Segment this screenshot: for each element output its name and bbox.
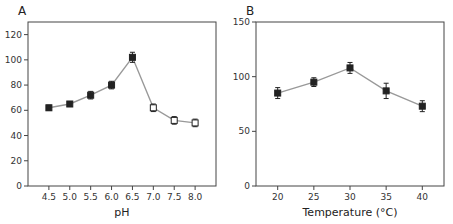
error-bar xyxy=(420,101,425,112)
x-tick xyxy=(174,186,175,190)
x-tick xyxy=(313,186,314,190)
x-tick xyxy=(48,186,49,190)
panel: 20 25 30 35 40 0 50 100 150 Temperature (°C) B xyxy=(233,4,444,219)
x-axis-label: Temperature (°C) xyxy=(302,206,398,219)
data-point xyxy=(150,105,156,111)
data-point xyxy=(419,103,425,109)
x-tick-label: 35 xyxy=(380,192,391,202)
y-tick-label: 0 xyxy=(244,181,250,191)
y-tick xyxy=(252,186,256,187)
data-point xyxy=(311,79,317,85)
x-tick-label: 20 xyxy=(272,192,284,202)
x-tick-label: 4.5 xyxy=(42,192,56,202)
y-tick-label: 40 xyxy=(11,131,23,141)
x-tick xyxy=(69,186,70,190)
x-tick xyxy=(195,186,196,190)
x-tick xyxy=(132,186,133,190)
y-tick xyxy=(24,34,28,35)
y-tick-label: 20 xyxy=(11,156,23,166)
x-tick-label: 8.0 xyxy=(188,192,203,202)
y-tick xyxy=(252,22,256,23)
y-tick-label: 60 xyxy=(11,105,23,115)
plot-frame xyxy=(28,22,216,186)
data-point xyxy=(129,54,135,60)
y-tick xyxy=(24,135,28,136)
y-tick-label: 0 xyxy=(16,181,22,191)
x-tick-label: 40 xyxy=(417,192,429,202)
x-tick xyxy=(350,186,351,190)
error-bar xyxy=(275,88,280,99)
y-tick xyxy=(252,131,256,132)
x-tick xyxy=(386,186,387,190)
x-tick-label: 7.5 xyxy=(167,192,181,202)
error-bar xyxy=(88,91,93,99)
y-tick-label: 50 xyxy=(239,126,251,136)
x-tick-label: 6.5 xyxy=(125,192,139,202)
panel: 4.5 5.0 5.5 6.0 6.5 7.0 7.5 8.0 0 20 40 60 80 100 120 p… xyxy=(5,4,216,219)
x-tick xyxy=(277,186,278,190)
y-tick-label: 150 xyxy=(233,17,250,27)
y-tick xyxy=(24,186,28,187)
x-axis-label: pH xyxy=(114,206,129,219)
x-tick-label: 7.0 xyxy=(146,192,161,202)
error-bar xyxy=(109,81,114,89)
error-bar xyxy=(172,117,177,125)
data-point xyxy=(347,65,353,71)
y-tick xyxy=(252,76,256,77)
y-tick xyxy=(24,85,28,86)
panel-label: B xyxy=(246,4,254,18)
error-bar xyxy=(193,119,198,127)
plot-area xyxy=(46,52,198,126)
x-tick xyxy=(422,186,423,190)
data-point xyxy=(109,82,115,88)
data-point xyxy=(88,92,94,98)
error-bar xyxy=(348,62,353,73)
data-point xyxy=(46,105,52,111)
y-tick-label: 120 xyxy=(5,30,22,40)
x-tick-label: 25 xyxy=(308,192,319,202)
error-bar xyxy=(384,83,389,98)
error-bar xyxy=(151,104,156,112)
error-bar xyxy=(311,78,316,87)
x-tick-label: 5.0 xyxy=(63,192,78,202)
x-tick-label: 30 xyxy=(344,192,356,202)
plot-frame xyxy=(256,22,444,186)
error-bar xyxy=(130,52,135,62)
y-tick xyxy=(24,160,28,161)
x-tick xyxy=(111,186,112,190)
series-line xyxy=(49,57,195,123)
data-point xyxy=(192,120,198,126)
y-tick-label: 100 xyxy=(233,72,250,82)
x-tick-label: 6.0 xyxy=(104,192,119,202)
x-tick xyxy=(153,186,154,190)
error-bar xyxy=(67,101,72,106)
data-point xyxy=(275,90,281,96)
y-tick-label: 80 xyxy=(11,80,23,90)
y-tick xyxy=(24,59,28,60)
data-point xyxy=(67,101,73,107)
plot-area xyxy=(275,62,426,111)
x-tick xyxy=(90,186,91,190)
x-tick-label: 5.5 xyxy=(84,192,98,202)
error-bar xyxy=(46,105,51,110)
panel-label: A xyxy=(18,4,27,18)
data-point xyxy=(171,117,177,123)
chart-container: 4.5 5.0 5.5 6.0 6.5 7.0 7.5 8.0 0 20 40 60 80 100 120 p… xyxy=(0,0,453,224)
y-tick xyxy=(24,110,28,111)
chart-svg: 4.5 5.0 5.5 6.0 6.5 7.0 7.5 8.0 0 20 40 60 80 100 120 p… xyxy=(0,0,453,224)
y-tick-label: 100 xyxy=(5,55,22,65)
data-point xyxy=(383,88,389,94)
